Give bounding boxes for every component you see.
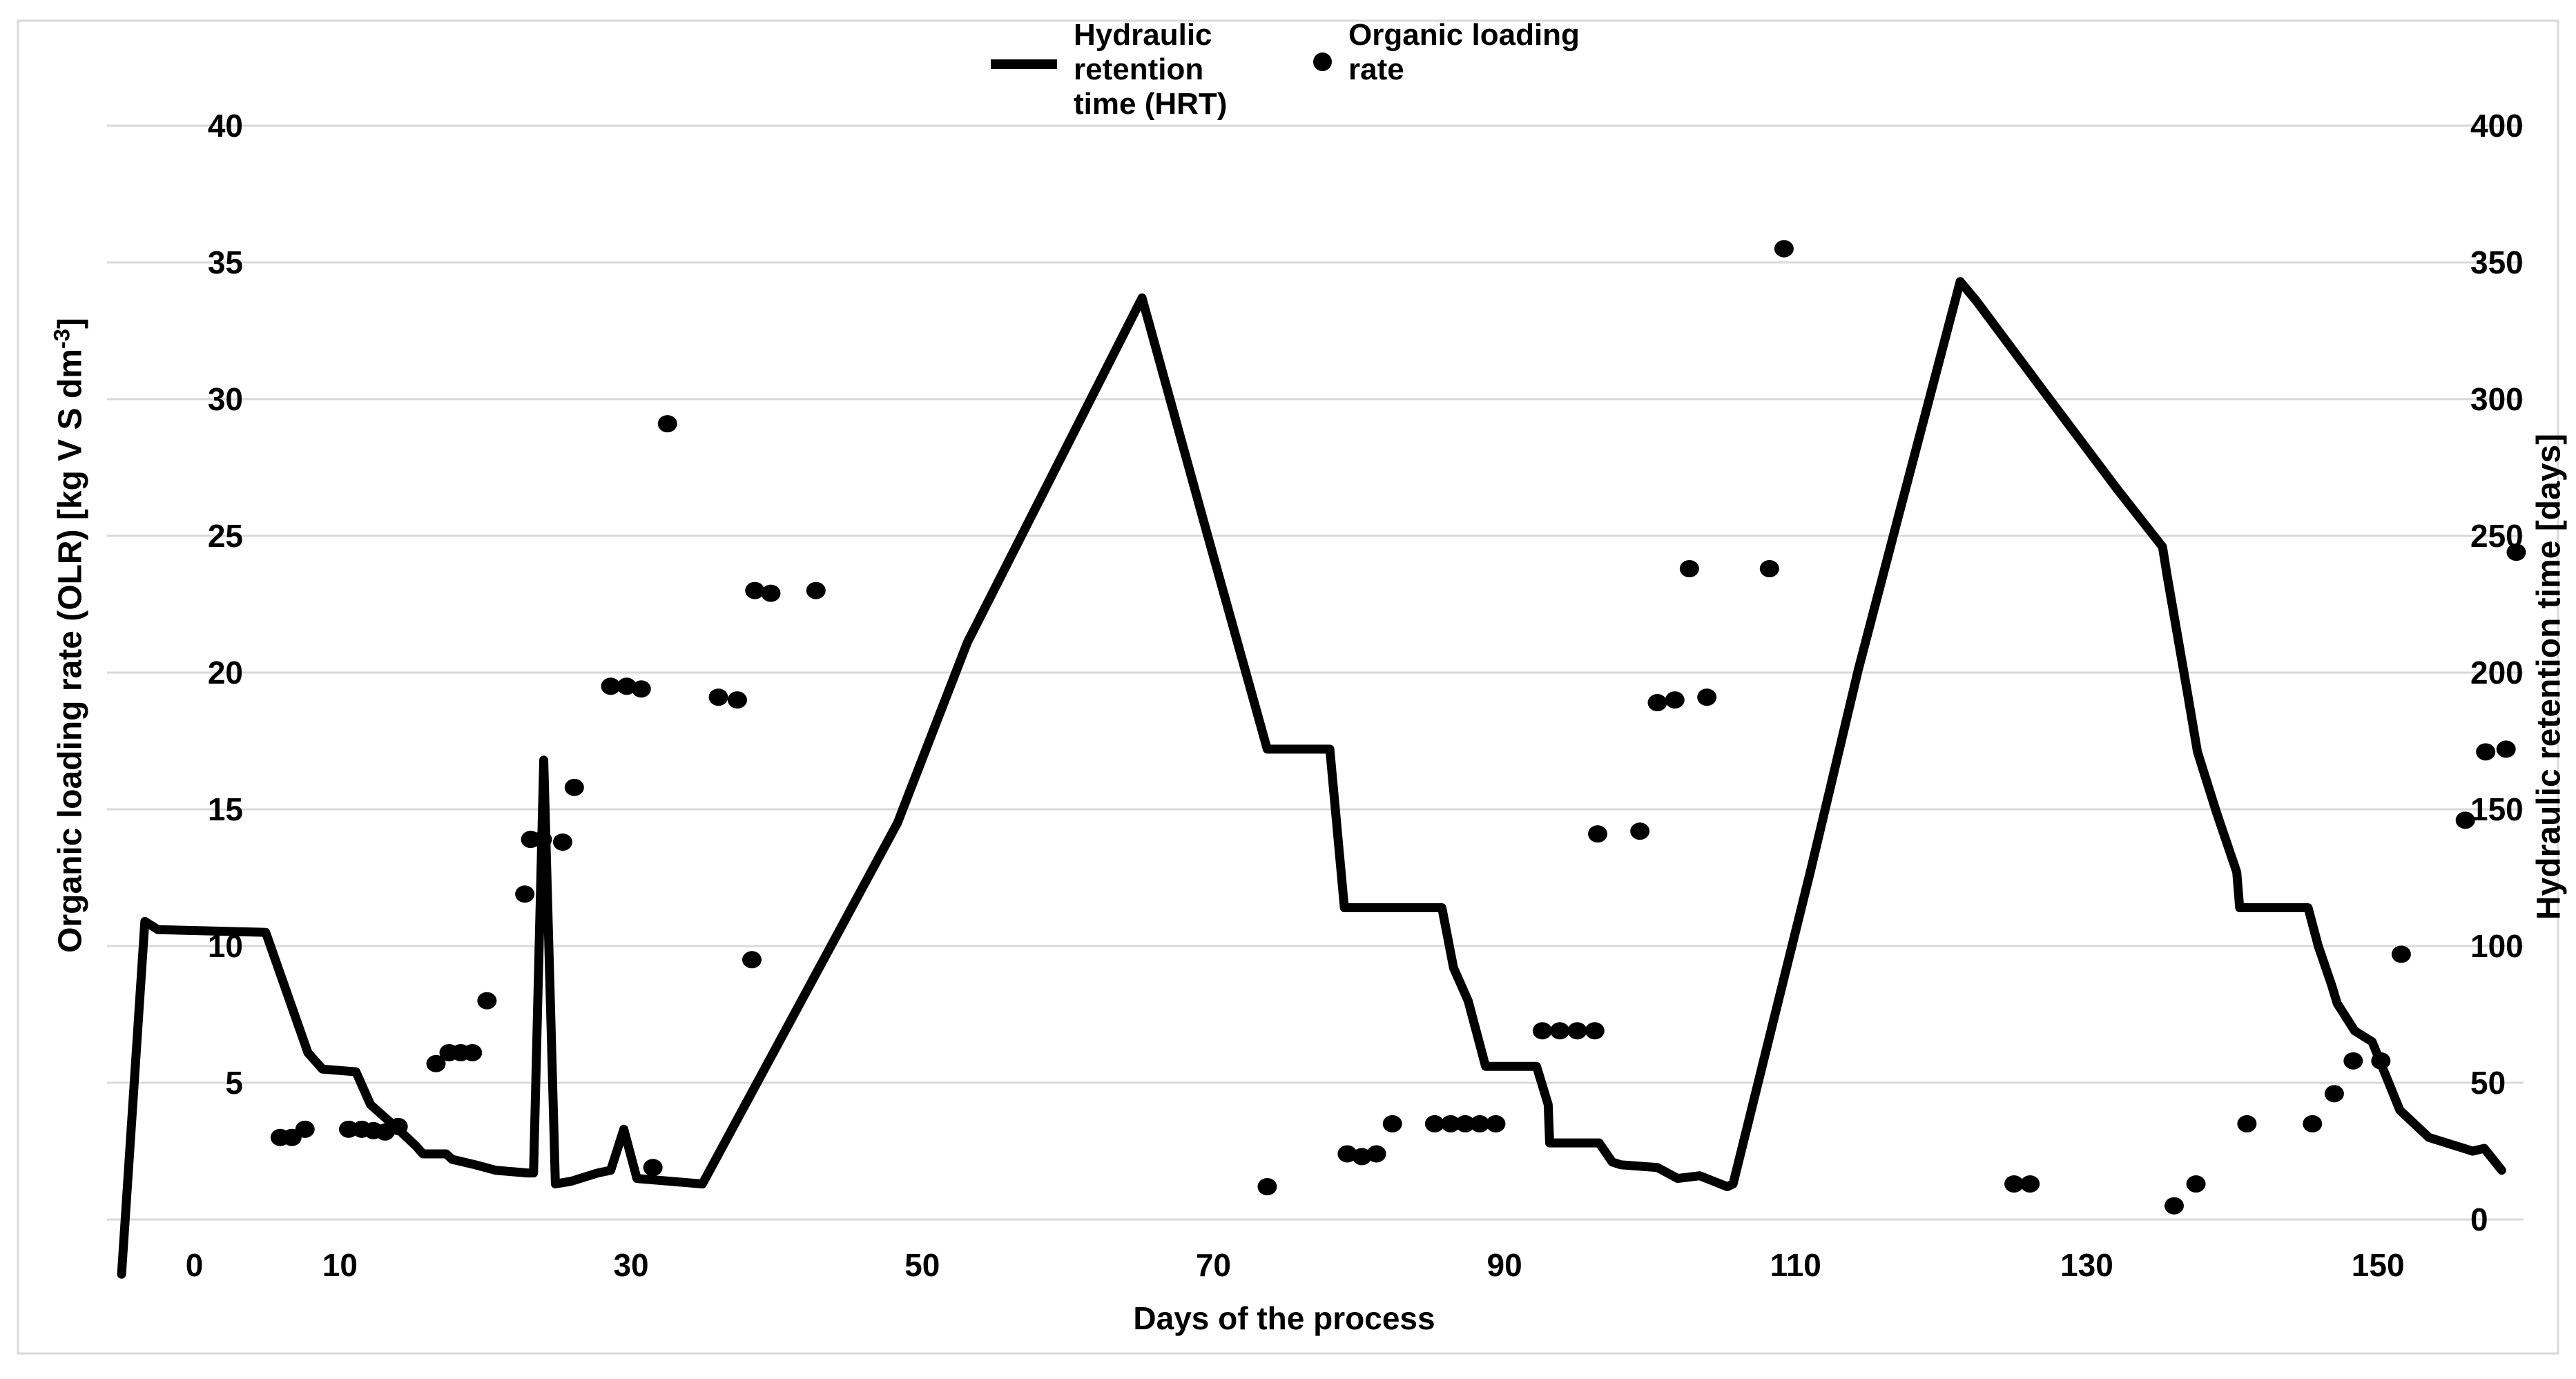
line-series-icon <box>991 59 1057 69</box>
olr-data-point <box>2237 1115 2257 1132</box>
olr-data-point <box>1455 1115 1475 1132</box>
dot-series-icon <box>1313 52 1332 71</box>
olr-data-point <box>1352 1148 1372 1166</box>
olr-data-point <box>552 833 572 851</box>
y-right-tick-label: 50 <box>2470 1065 2506 1101</box>
olr-data-point <box>1567 1022 1587 1040</box>
olr-data-point <box>727 691 747 709</box>
olr-data-point <box>2455 811 2475 829</box>
legend-label-hrt: Hydraulic retention time (HRT) <box>1074 18 1228 122</box>
olr-data-point <box>1441 1115 1461 1132</box>
x-tick-label: 90 <box>1487 1247 1522 1283</box>
olr-data-point <box>2004 1175 2024 1193</box>
y-left-title-bracket: ] <box>52 318 89 329</box>
olr-data-point <box>2186 1175 2206 1193</box>
y-left-title-text: Organic loading rate (OLR) [kg V S dm <box>52 349 89 953</box>
olr-data-point <box>708 688 728 706</box>
olr-data-point <box>742 951 762 969</box>
olr-data-point <box>388 1117 408 1135</box>
y-left-tick-label: 15 <box>208 791 243 827</box>
olr-data-point <box>2324 1085 2344 1103</box>
olr-data-point <box>426 1054 446 1072</box>
y-left-title-superscript: -3 <box>48 329 75 349</box>
y-right-tick-label: 300 <box>2470 381 2524 417</box>
olr-data-point <box>617 677 637 695</box>
olr-data-point <box>745 581 765 599</box>
olr-data-point <box>564 778 584 796</box>
x-tick-label: 130 <box>2060 1247 2113 1283</box>
olr-data-point <box>1382 1115 1402 1132</box>
x-tick-label: 70 <box>1196 1247 1231 1283</box>
legend-label-olr: Organic loading rate <box>1348 18 1580 87</box>
y-left-tick-label: 25 <box>208 518 243 554</box>
x-tick-label: 0 <box>186 1247 204 1283</box>
y-right-tick-label: 0 <box>2470 1202 2488 1237</box>
legend-item-hrt: Hydraulic retention time (HRT) <box>991 18 1263 122</box>
y-right-tick-label: 400 <box>2470 108 2524 144</box>
olr-data-point <box>2164 1197 2184 1215</box>
x-tick-label: 150 <box>2352 1247 2405 1283</box>
y-left-tick-label: 40 <box>208 108 243 144</box>
y-left-tick-label: 35 <box>208 244 243 280</box>
y-left-tick-label: 5 <box>225 1065 243 1101</box>
y-axis-title-left: Organic loading rate (OLR) [kg V S dm-3] <box>49 318 90 953</box>
x-tick-label: 110 <box>1770 1247 1821 1283</box>
olr-data-point <box>1679 560 1699 578</box>
olr-data-point <box>2506 543 2526 561</box>
olr-data-point <box>643 1159 663 1177</box>
y-left-tick-label: 30 <box>208 381 243 417</box>
olr-data-point <box>2496 740 2516 758</box>
olr-data-point <box>1630 822 1650 840</box>
olr-data-point <box>515 885 535 903</box>
olr-data-point <box>1486 1115 1506 1132</box>
olr-data-point <box>1665 691 1685 709</box>
olr-data-point <box>1532 1022 1552 1040</box>
y-right-tick-label: 150 <box>2470 791 2524 827</box>
x-axis-title: Days of the process <box>1133 1300 1435 1336</box>
olr-data-point <box>631 680 651 698</box>
olr-data-point <box>1647 694 1667 712</box>
olr-data-point <box>1424 1115 1444 1132</box>
olr-data-point <box>295 1120 315 1138</box>
x-tick-label: 30 <box>613 1247 648 1283</box>
olr-data-point <box>1774 240 1794 258</box>
chart-border <box>17 19 2559 1355</box>
olr-data-point <box>1257 1177 1277 1195</box>
olr-data-point <box>2391 945 2411 963</box>
olr-data-point <box>806 581 826 599</box>
olr-data-point <box>2371 1052 2391 1070</box>
olr-data-point <box>1697 688 1717 706</box>
olr-data-point <box>477 992 497 1010</box>
olr-data-point <box>2303 1115 2323 1132</box>
y-left-tick-label: 20 <box>208 655 243 691</box>
y-right-tick-label: 100 <box>2470 928 2524 964</box>
olr-data-point <box>1759 560 1779 578</box>
olr-data-point <box>657 415 677 433</box>
olr-data-point <box>532 831 552 849</box>
olr-data-point <box>2343 1052 2363 1070</box>
hrt-line-series <box>117 277 2506 1279</box>
y-right-tick-label: 200 <box>2470 655 2524 691</box>
x-tick-label: 50 <box>904 1247 940 1283</box>
olr-data-point <box>2020 1175 2040 1193</box>
olr-data-point <box>601 677 621 695</box>
olr-data-point <box>1470 1115 1490 1132</box>
y-right-tick-label: 350 <box>2470 244 2524 280</box>
olr-data-point <box>1585 1022 1605 1040</box>
olr-data-point <box>761 584 781 602</box>
olr-data-point <box>2476 743 2496 761</box>
legend: Hydraulic retention time (HRT) Organic l… <box>991 18 1590 122</box>
olr-data-point <box>1337 1145 1357 1163</box>
legend-item-olr: Organic loading rate <box>1313 18 1590 122</box>
olr-data-point <box>463 1043 483 1061</box>
olr-data-point <box>1588 825 1608 843</box>
olr-data-point <box>1366 1145 1386 1163</box>
olr-data-point <box>1550 1022 1570 1040</box>
x-tick-label: 10 <box>322 1247 358 1283</box>
y-axis-title-right: Hydraulic retention time [days] <box>2530 433 2568 920</box>
